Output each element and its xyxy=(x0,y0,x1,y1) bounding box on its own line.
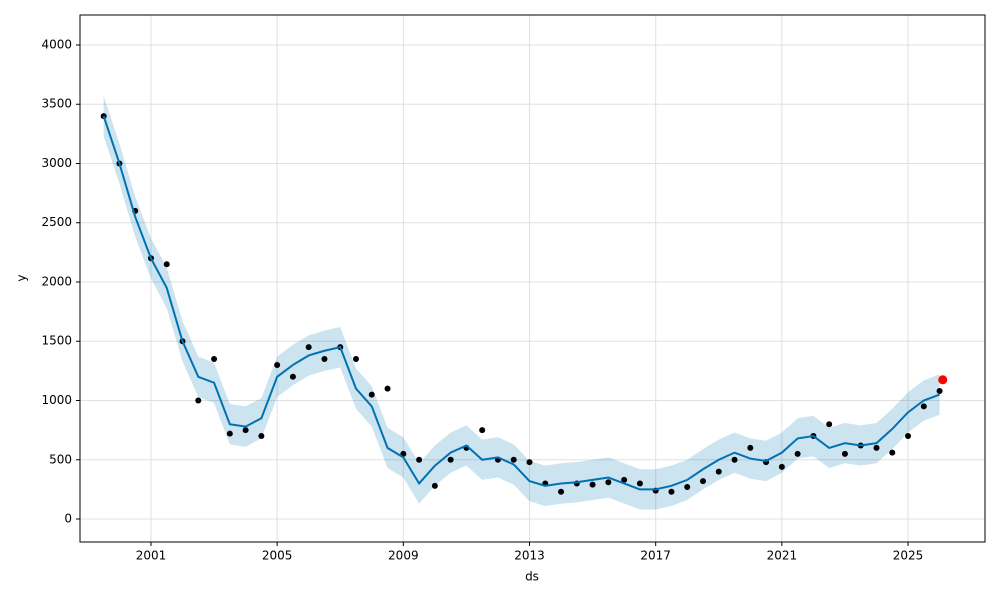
observed-point xyxy=(841,450,848,457)
y-tick-label: 500 xyxy=(49,452,72,466)
x-tick-label: 2001 xyxy=(136,549,167,563)
observed-point xyxy=(211,356,218,363)
observed-point xyxy=(684,484,691,491)
observed-point xyxy=(920,403,927,410)
observed-point xyxy=(889,449,896,456)
uncertainty-band xyxy=(103,95,940,510)
plot-frame xyxy=(79,14,986,543)
x-tick-label: 2017 xyxy=(640,549,671,563)
observed-point xyxy=(668,488,675,495)
observed-point xyxy=(384,385,391,392)
observed-point xyxy=(305,344,312,351)
observed-point xyxy=(242,427,249,434)
x-tick-label: 2009 xyxy=(388,549,419,563)
observed-point xyxy=(195,397,202,404)
x-tick-label: 2013 xyxy=(514,549,545,563)
y-axis-label: y xyxy=(15,274,29,281)
y-tick-label: 2000 xyxy=(41,274,72,288)
observed-point xyxy=(163,261,170,268)
observed-point xyxy=(873,444,880,451)
observed-point xyxy=(636,480,643,487)
observed-point xyxy=(258,433,265,440)
observed-point xyxy=(526,459,533,466)
y-tick-label: 2500 xyxy=(41,215,72,229)
observed-point xyxy=(936,388,943,395)
observed-point xyxy=(778,463,785,470)
observed-point xyxy=(605,479,612,486)
observed-point xyxy=(699,478,706,485)
observed-point xyxy=(353,356,360,363)
observed-point xyxy=(479,427,486,434)
observed-point xyxy=(416,456,423,463)
observed-point xyxy=(431,482,438,489)
highlight-point xyxy=(938,375,948,385)
x-tick-label: 2021 xyxy=(767,549,798,563)
observed-point xyxy=(558,488,565,495)
observed-point xyxy=(589,481,596,488)
observed-point xyxy=(794,450,801,457)
y-tick-label: 3000 xyxy=(41,156,72,170)
y-tick-label: 3500 xyxy=(41,97,72,111)
forecast-line xyxy=(102,115,940,491)
x-axis-label: ds xyxy=(525,570,539,584)
observed-point xyxy=(289,373,296,380)
observed-point xyxy=(226,430,233,437)
observed-point xyxy=(510,456,517,463)
observed-point xyxy=(905,433,912,440)
y-tick-label: 4000 xyxy=(41,37,72,51)
x-tick-label: 2025 xyxy=(893,549,924,563)
observed-point xyxy=(621,476,628,483)
observed-point xyxy=(274,361,281,368)
y-tick-label: 1500 xyxy=(41,334,72,348)
observed-point xyxy=(731,456,738,463)
y-tick-label: 0 xyxy=(64,512,72,526)
x-tick-label: 2005 xyxy=(262,549,293,563)
y-tick-label: 1000 xyxy=(41,393,72,407)
observed-point xyxy=(447,456,454,463)
observed-point xyxy=(826,421,833,428)
observed-point xyxy=(368,391,375,398)
observed-point xyxy=(715,468,722,475)
observed-point xyxy=(321,356,328,363)
observed-point xyxy=(747,444,754,451)
